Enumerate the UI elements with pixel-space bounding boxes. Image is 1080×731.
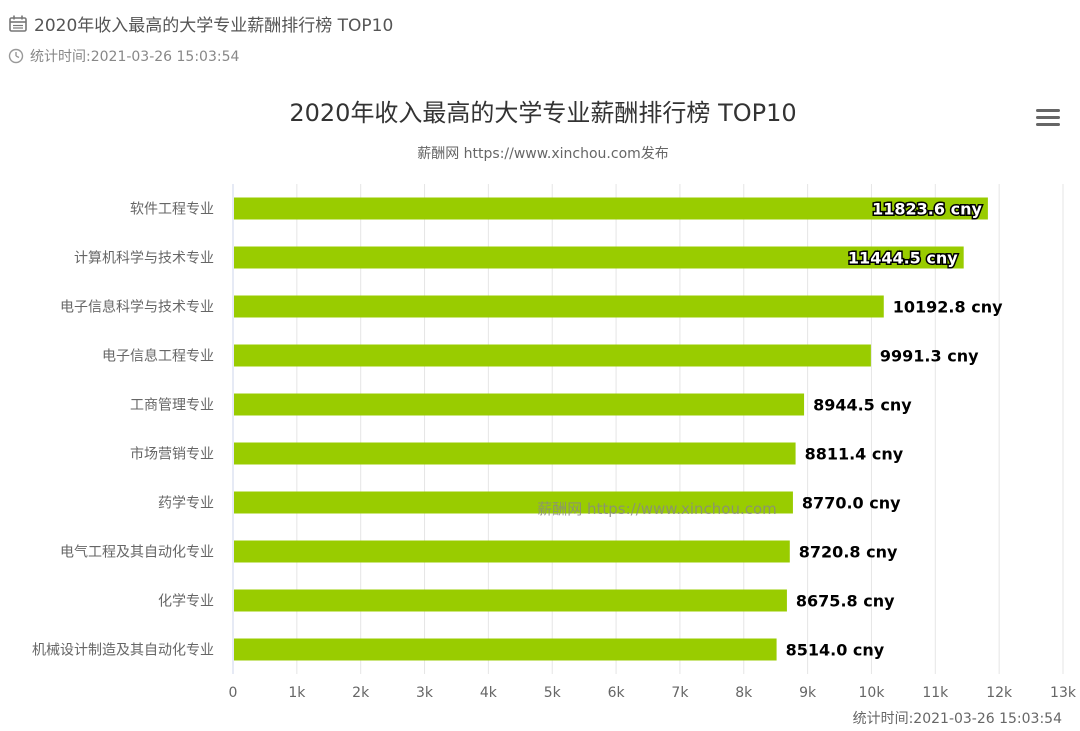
category-label: 电子信息科学与技术专业 bbox=[60, 299, 214, 316]
page-title-row: 2020年收入最高的大学专业薪酬排行榜 TOP10 bbox=[8, 10, 393, 36]
data-label: 8944.5 cny bbox=[813, 396, 912, 415]
x-tick-label: 2k bbox=[352, 685, 370, 701]
x-tick-label: 4k bbox=[480, 685, 498, 701]
value-axis: 0 1k 2k 3k 4k 5k 6k 7k 8k 9k 10k 11k 12k 13k bbox=[229, 685, 1077, 701]
category-label: 市场营销专业 bbox=[130, 446, 214, 463]
timestamp-row: 统计时间:2021-03-26 15:03:54 bbox=[8, 46, 393, 66]
hamburger-menu-icon bbox=[1036, 123, 1060, 126]
x-tick-label: 3k bbox=[416, 685, 434, 701]
chart-subtitle: 薪酬网 https://www.xinchou.com发布 bbox=[417, 146, 669, 162]
chart-watermark: 薪酬网 https://www.xinchou.com bbox=[537, 500, 777, 518]
data-label: 8811.4 cny bbox=[805, 445, 904, 464]
category-label: 化学专业 bbox=[158, 594, 214, 610]
data-label: 8720.8 cny bbox=[799, 543, 898, 562]
data-label: 9991.3 cny bbox=[880, 347, 979, 366]
category-label: 工商管理专业 bbox=[130, 398, 214, 414]
data-label: 8770.0 cny bbox=[802, 494, 901, 513]
data-label: 11823.6 cny bbox=[872, 200, 982, 219]
bar[interactable] bbox=[234, 295, 884, 318]
data-label: 10192.8 cny bbox=[893, 298, 1003, 317]
calendar-icon bbox=[9, 15, 27, 32]
x-tick-label: 5k bbox=[544, 685, 562, 701]
category-label: 机械设计制造及其自动化专业 bbox=[32, 643, 214, 659]
page-title: 2020年收入最高的大学专业薪酬排行榜 TOP10 bbox=[34, 15, 394, 36]
clock-icon bbox=[8, 48, 24, 64]
x-tick-label: 9k bbox=[799, 685, 817, 701]
x-tick-label: 11k bbox=[922, 685, 949, 701]
bar[interactable] bbox=[234, 393, 805, 416]
bar[interactable] bbox=[234, 344, 871, 367]
x-tick-label: 12k bbox=[986, 685, 1013, 701]
bar[interactable] bbox=[234, 589, 787, 612]
bar[interactable] bbox=[234, 246, 964, 269]
x-tick-label: 13k bbox=[1050, 685, 1077, 701]
category-label: 药学专业 bbox=[158, 496, 214, 512]
category-label: 电子信息工程专业 bbox=[102, 348, 214, 365]
data-labels: 11823.6 cny 11444.5 cny 10192.8 cny 9991.3 … bbox=[786, 198, 1004, 660]
timestamp: 统计时间:2021-03-26 15:03:54 bbox=[30, 49, 240, 65]
x-tick-label: 6k bbox=[608, 685, 626, 701]
data-label: 8675.8 cny bbox=[796, 592, 895, 611]
chart-credit: 统计时间:2021-03-26 15:03:54 bbox=[853, 711, 1062, 727]
category-label: 电气工程及其自动化专业 bbox=[60, 545, 214, 561]
bar[interactable] bbox=[234, 540, 790, 563]
category-label: 计算机科学与技术专业 bbox=[74, 251, 214, 267]
bars bbox=[234, 197, 988, 661]
chart-menu-button[interactable] bbox=[1034, 106, 1062, 130]
hamburger-menu-icon bbox=[1036, 109, 1060, 112]
bar[interactable] bbox=[234, 442, 796, 465]
hamburger-menu-icon bbox=[1036, 116, 1060, 119]
data-label: 11444.5 cny bbox=[848, 249, 958, 268]
bar[interactable] bbox=[234, 491, 793, 514]
x-tick-label: 0 bbox=[229, 685, 238, 701]
category-axis: 软件工程专业计算机科学与技术专业电子信息科学与技术专业电子信息工程专业工商管理专… bbox=[32, 202, 214, 659]
chart-title: 2020年收入最高的大学专业薪酬排行榜 TOP10 bbox=[289, 99, 796, 127]
category-label: 软件工程专业 bbox=[130, 202, 214, 218]
x-tick-label: 8k bbox=[735, 685, 753, 701]
bar[interactable] bbox=[234, 197, 988, 220]
data-label: 8514.0 cny bbox=[786, 641, 885, 660]
bar[interactable] bbox=[234, 638, 777, 661]
x-tick-label: 7k bbox=[671, 685, 689, 701]
page-header: 2020年收入最高的大学专业薪酬排行榜 TOP10 统计时间:2021-03-2… bbox=[8, 10, 393, 66]
x-tick-label: 10k bbox=[859, 685, 886, 701]
x-tick-label: 1k bbox=[288, 685, 306, 701]
